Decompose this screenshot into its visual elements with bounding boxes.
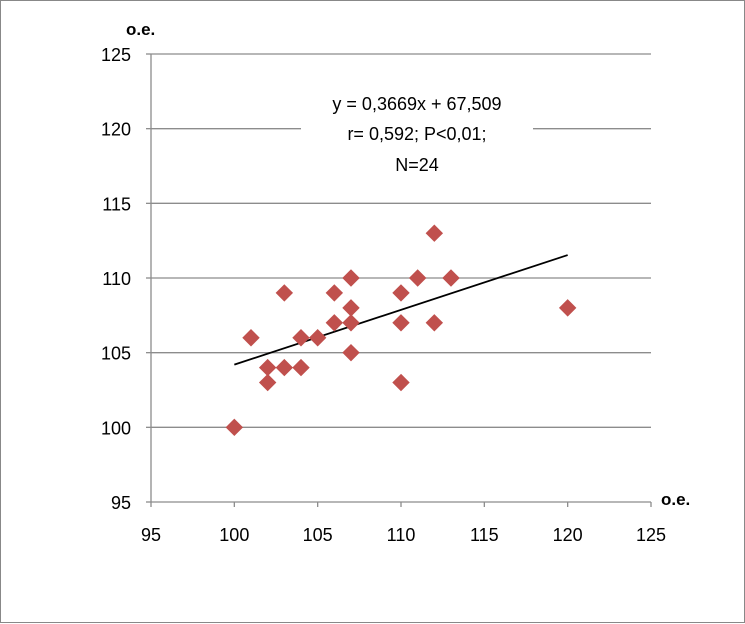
- x-tick-label: 115: [470, 525, 499, 545]
- y-tick-label: 95: [111, 493, 131, 513]
- data-point: [408, 269, 427, 287]
- annotation-line-2: r= 0,592; P<0,01;: [347, 124, 486, 144]
- x-tick-label: 120: [553, 525, 583, 545]
- data-point: [242, 329, 260, 347]
- y-tick-label: 115: [102, 194, 131, 214]
- data-point: [275, 284, 294, 302]
- axes: [146, 53, 652, 507]
- data-point: [342, 343, 360, 362]
- x-tick-label: 110: [387, 525, 416, 545]
- data-point: [325, 314, 344, 332]
- y-tick-label: 125: [101, 45, 131, 65]
- data-point: [292, 329, 310, 347]
- data-point: [558, 299, 577, 317]
- x-tick-label: 100: [219, 525, 249, 545]
- data-point: [425, 314, 444, 332]
- data-point: [342, 299, 360, 317]
- y-tick-label: 105: [101, 344, 131, 364]
- x-tick-label: 95: [141, 525, 161, 545]
- data-point: [442, 269, 460, 287]
- annotation-line-3: N=24: [395, 155, 439, 175]
- y-axis-unit-label: о.е.: [126, 20, 155, 39]
- annotation-line-1: y = 0,3669x + 67,509: [332, 94, 501, 114]
- data-point: [292, 358, 310, 377]
- x-tick-label: 125: [636, 525, 666, 545]
- data-point: [392, 373, 410, 392]
- data-point: [392, 284, 410, 302]
- y-tick-label: 110: [102, 269, 131, 289]
- data-point: [392, 314, 410, 332]
- data-point: [258, 373, 277, 392]
- x-axis-unit-label: о.е.: [661, 490, 690, 509]
- data-point: [275, 358, 294, 377]
- data-points: [225, 224, 577, 437]
- annotation-background: [301, 87, 533, 181]
- data-point: [225, 418, 244, 437]
- data-point: [342, 314, 360, 332]
- trendline-group: [234, 254, 568, 366]
- data-point: [308, 329, 327, 347]
- tick-labels: 95 100 105 110 115 120 125 95 100 105 110 115 120 125: [101, 45, 666, 545]
- y-tick-label: 100: [101, 418, 131, 438]
- trendline-equation: y = 0,3669x + 67,509 r= 0,592; P<0,01; N=2…: [332, 94, 501, 175]
- data-point: [425, 224, 444, 242]
- x-tick-label: 105: [303, 525, 333, 545]
- data-point: [325, 284, 344, 302]
- data-point: [342, 269, 360, 287]
- data-point: [258, 358, 277, 377]
- trendline: [234, 254, 568, 366]
- y-tick-label: 120: [101, 120, 131, 140]
